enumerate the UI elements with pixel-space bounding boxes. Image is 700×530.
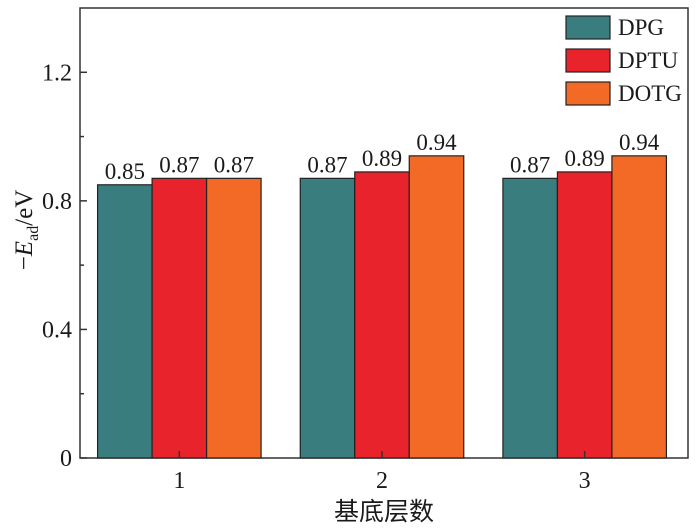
y-tick-label: 0.4 (42, 317, 72, 343)
data-label-dpg-1: 0.85 (105, 159, 145, 184)
legend-label-dotg: DOTG (618, 81, 682, 106)
data-label-dptu-2: 0.89 (362, 146, 402, 171)
data-label-dptu-1: 0.87 (159, 152, 199, 177)
bar-dpg-3 (502, 177, 559, 459)
y-axis-title-symbol: E (11, 241, 38, 257)
bar-dptu-1 (151, 177, 208, 459)
x-axis-title: 基底层数 (334, 498, 434, 526)
bar-dpg-2 (299, 177, 356, 459)
legend-swatch-dotg (565, 81, 611, 106)
bar-dotg-3 (611, 155, 668, 459)
legend: DPG DPTU DOTG (565, 15, 682, 106)
legend-label-dptu: DPTU (618, 48, 678, 73)
y-axis-title-unit: /eV (11, 190, 38, 226)
legend-swatch-dptu (565, 48, 611, 73)
data-label-dotg-3: 0.94 (619, 130, 660, 155)
bar-dptu-2 (354, 171, 410, 459)
data-labels-group: 0.85 0.87 0.87 0.87 0.89 0.94 0.87 0.89 0.94 (105, 130, 660, 184)
legend-swatch-dpg (565, 15, 611, 40)
y-axis-title-subscript: ad (25, 226, 42, 241)
data-label-dotg-1: 0.87 (214, 152, 254, 177)
y-tick-label: 0 (60, 446, 72, 472)
x-tick-label: 3 (579, 468, 591, 494)
data-label-dpg-2: 0.87 (307, 152, 347, 177)
y-tick-label: 1.2 (42, 60, 72, 86)
data-label-dpg-3: 0.87 (510, 152, 550, 177)
data-label-dotg-2: 0.94 (416, 130, 457, 155)
bars-group (96, 155, 668, 459)
y-axis: 0 0.4 0.8 1.2 (42, 60, 87, 472)
x-axis: 1 2 3 (173, 451, 591, 494)
bar-dpg-1 (96, 184, 153, 459)
y-tick-label: 0.8 (42, 189, 72, 215)
data-label-dptu-3: 0.89 (565, 146, 605, 171)
y-axis-title-prefix: − (11, 256, 38, 270)
bar-dptu-3 (556, 171, 613, 459)
legend-label-dpg: DPG (618, 15, 664, 40)
bar-dotg-2 (408, 155, 465, 459)
bar-dotg-1 (205, 177, 262, 459)
x-tick-label: 2 (376, 468, 388, 494)
y-axis-title: −Ead/eV (11, 190, 42, 271)
x-tick-label: 1 (173, 468, 185, 494)
